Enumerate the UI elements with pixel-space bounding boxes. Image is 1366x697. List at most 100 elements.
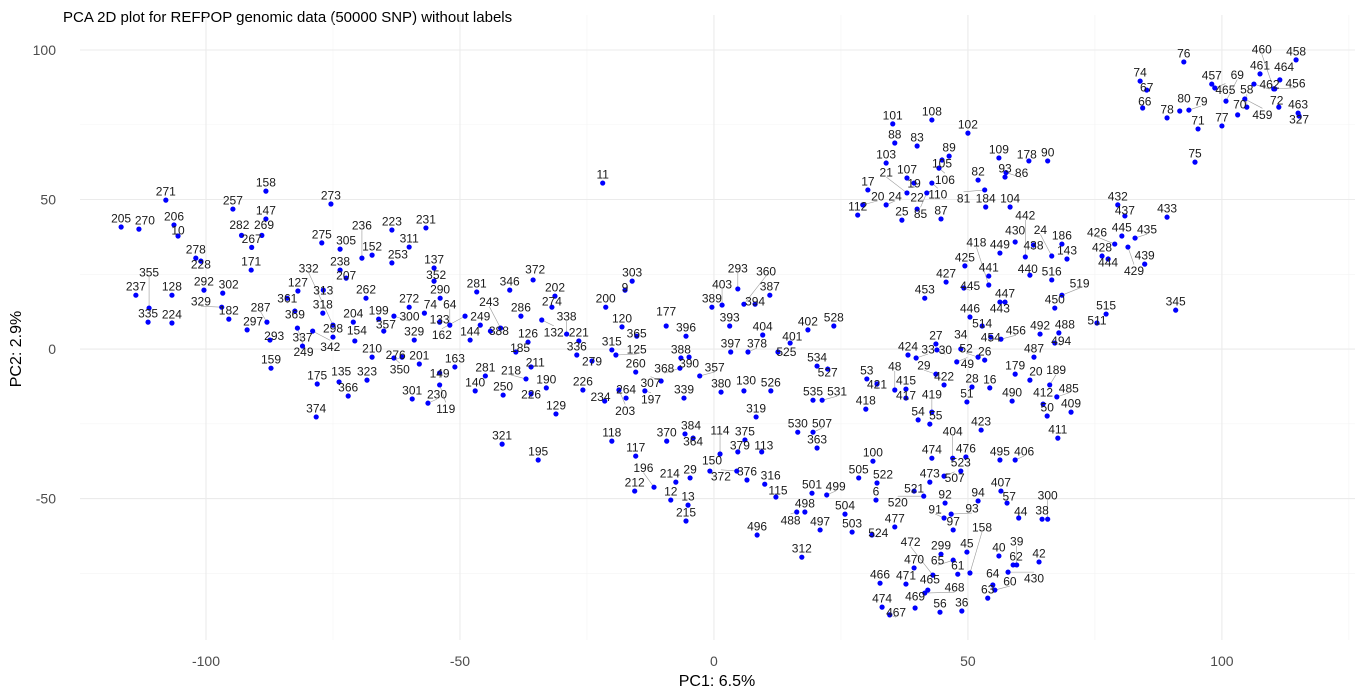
- point-label: 514: [972, 317, 992, 331]
- data-point: [955, 571, 961, 577]
- data-point: [1164, 115, 1170, 121]
- point-label: 16: [983, 372, 997, 386]
- point-label: 250: [493, 380, 513, 394]
- point-label: 276: [386, 348, 406, 362]
- point-label: 30: [939, 343, 953, 357]
- point-label: 262: [356, 283, 376, 297]
- data-point: [865, 187, 871, 193]
- point-label: 190: [536, 372, 556, 386]
- label-leader-line: [937, 559, 954, 566]
- data-point: [929, 455, 935, 461]
- data-point: [352, 338, 358, 344]
- data-point: [690, 435, 696, 441]
- data-point: [965, 130, 971, 136]
- data-point: [118, 224, 124, 230]
- data-point: [1277, 77, 1283, 83]
- data-point: [616, 387, 622, 393]
- label-leader-line: [743, 275, 767, 305]
- point-label: 460: [1252, 43, 1272, 57]
- data-point: [603, 304, 609, 310]
- data-point: [1140, 105, 1146, 111]
- point-label: 105: [932, 157, 952, 171]
- point-label: 270: [135, 214, 155, 228]
- point-label: 135: [331, 364, 351, 378]
- point-label: 444: [1098, 256, 1118, 270]
- point-label: 442: [1015, 208, 1035, 222]
- data-point: [946, 153, 952, 159]
- data-point: [903, 386, 909, 392]
- data-point: [967, 314, 973, 320]
- data-point: [500, 392, 506, 398]
- point-label: 274: [542, 295, 562, 309]
- data-point: [369, 252, 375, 258]
- data-point: [997, 250, 1003, 256]
- data-point: [986, 273, 992, 279]
- point-label: 419: [922, 388, 942, 402]
- point-label: 129: [546, 398, 566, 412]
- data-point: [523, 376, 529, 382]
- point-label: 110: [928, 188, 947, 202]
- label-leader-line: [1127, 246, 1135, 265]
- point-label: 426: [1087, 225, 1107, 239]
- data-point: [1164, 214, 1170, 220]
- data-point: [263, 188, 269, 194]
- point-label: 158: [256, 176, 276, 190]
- point-label: 82: [971, 165, 985, 179]
- data-point: [664, 438, 670, 444]
- data-point: [1271, 86, 1277, 92]
- point-label: 38: [1035, 504, 1049, 518]
- point-label: 297: [243, 314, 263, 328]
- point-label: 418: [966, 236, 986, 250]
- data-point: [922, 295, 928, 301]
- point-label: 226: [573, 375, 593, 389]
- point-label: 202: [545, 281, 565, 295]
- point-label: 298: [323, 322, 343, 336]
- data-point: [381, 328, 387, 334]
- point-label: 365: [627, 327, 647, 341]
- point-label: 87: [934, 203, 948, 217]
- data-point: [753, 414, 759, 420]
- data-point: [1137, 78, 1143, 84]
- point-label: 522: [873, 468, 893, 482]
- data-point: [914, 206, 920, 212]
- point-label: 185: [510, 341, 530, 355]
- point-label: 342: [320, 340, 340, 354]
- point-label: 496: [747, 520, 767, 534]
- point-label: 507: [812, 417, 832, 431]
- label-leader-line: [297, 327, 304, 346]
- point-label: 424: [898, 340, 918, 354]
- data-point: [874, 381, 880, 387]
- data-point: [409, 396, 415, 402]
- data-point: [487, 328, 494, 334]
- data-point: [768, 388, 774, 394]
- point-label: 29: [683, 462, 697, 476]
- data-point: [998, 488, 1004, 494]
- data-point: [320, 310, 326, 316]
- data-point: [1125, 244, 1131, 250]
- point-label: 456: [1006, 324, 1026, 338]
- point-label: 200: [596, 292, 616, 306]
- data-point: [996, 553, 1002, 559]
- data-point: [238, 232, 245, 238]
- data-point: [376, 316, 382, 322]
- point-label: 332: [299, 261, 319, 275]
- point-label: 379: [730, 439, 750, 453]
- label-leader-line: [1005, 172, 1022, 178]
- point-label: 76: [1177, 46, 1191, 60]
- point-label: 152: [362, 240, 382, 254]
- point-label: 404: [753, 320, 773, 334]
- point-label: 271: [156, 185, 176, 199]
- data-point: [169, 320, 175, 326]
- point-label: 54: [911, 404, 925, 418]
- data-point: [658, 378, 664, 384]
- label-leader-line: [924, 591, 955, 594]
- data-point: [929, 180, 935, 186]
- point-label: 464: [1274, 60, 1294, 74]
- point-label: 195: [528, 445, 548, 459]
- point-label: 515: [1096, 299, 1116, 313]
- data-point: [425, 400, 431, 406]
- point-label: 72: [1270, 94, 1284, 108]
- point-label: 133: [430, 313, 450, 327]
- data-point: [175, 233, 181, 239]
- point-label: 253: [388, 247, 408, 261]
